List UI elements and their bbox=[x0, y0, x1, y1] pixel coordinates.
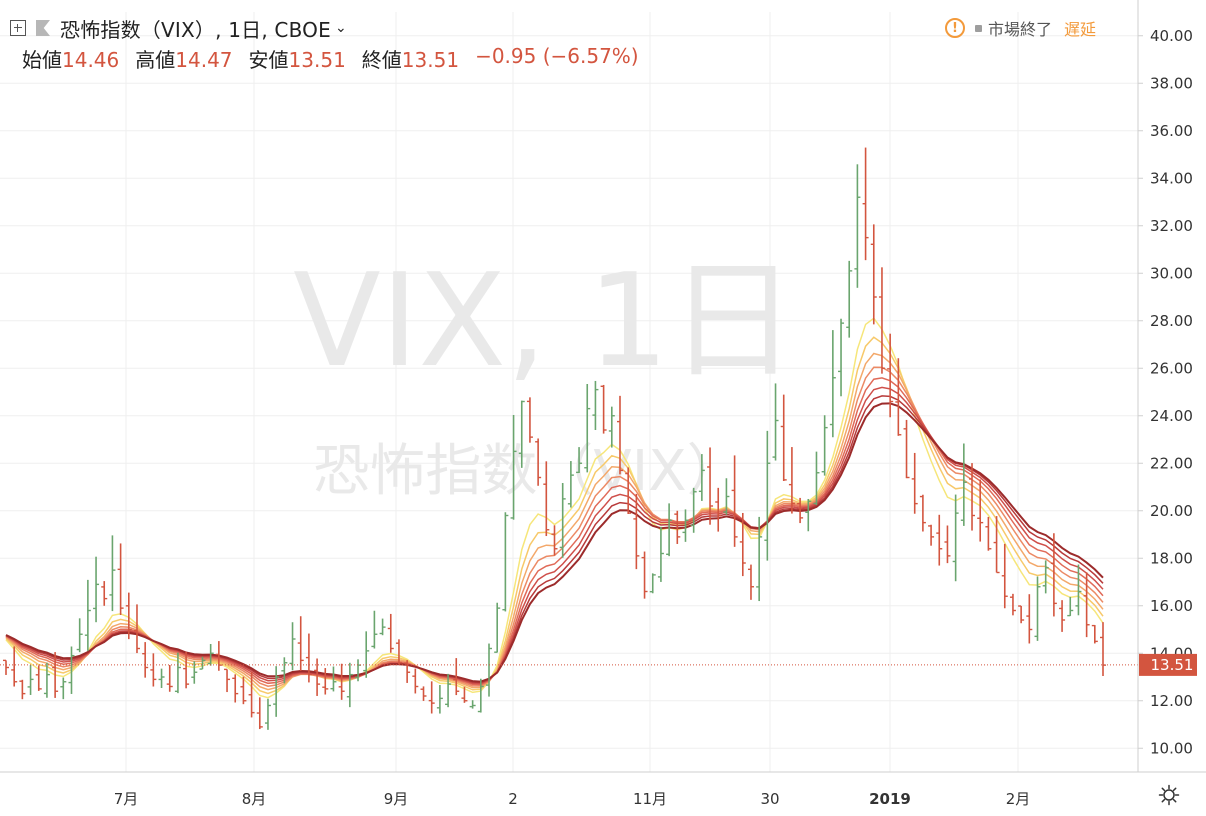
y-tick-label: 22.00 bbox=[1150, 454, 1193, 472]
x-tick-label: 8月 bbox=[242, 790, 267, 808]
y-tick-label: 30.00 bbox=[1150, 264, 1193, 282]
y-tick-label: 38.00 bbox=[1150, 74, 1193, 92]
y-tick-label: 32.00 bbox=[1150, 217, 1193, 235]
watermark-symbol: VIX, 1日 bbox=[293, 247, 797, 396]
x-tick-label: 2 bbox=[508, 790, 518, 808]
x-axis: 7月 8月 9月 2 11月 30 2019 2月 bbox=[114, 790, 1031, 808]
ohlc-open: 始値14.46 bbox=[22, 44, 119, 73]
ma-line-8 bbox=[5, 402, 1104, 683]
close-label: 終値 bbox=[361, 48, 402, 72]
ma-line-1 bbox=[5, 317, 1104, 699]
header-title-row: 恐怖指数（VIX）, 1日, CBOE ⌄ bbox=[6, 14, 347, 42]
price-tag: 13.51 bbox=[1139, 653, 1197, 676]
market-status: ! 市場終了 遅延 bbox=[945, 14, 1096, 42]
close-value: 13.51 bbox=[401, 48, 460, 72]
ohlc-legend: 始値14.46 高値14.47 安値13.51 終値13.51 −0.95 (−… bbox=[22, 44, 639, 73]
low-label: 安値 bbox=[248, 48, 289, 72]
settings-gear-icon[interactable] bbox=[1158, 784, 1180, 806]
ohlc-high: 高値14.47 bbox=[135, 44, 232, 73]
chevron-down-icon[interactable]: ⌄ bbox=[334, 20, 347, 36]
y-tick-label: 20.00 bbox=[1150, 502, 1193, 520]
y-tick-label: 34.00 bbox=[1150, 169, 1193, 187]
symbol-title[interactable]: 恐怖指数（VIX）, 1日, CBOE bbox=[60, 17, 331, 42]
market-closed-label: 市場終了 bbox=[988, 20, 1053, 39]
ma-line-6 bbox=[5, 386, 1104, 685]
open-value: 14.46 bbox=[62, 48, 120, 72]
y-tick-label: 12.00 bbox=[1150, 692, 1193, 710]
price-tag-label: 13.51 bbox=[1151, 656, 1194, 674]
grid bbox=[0, 12, 1138, 772]
y-tick-label: 28.00 bbox=[1150, 312, 1193, 330]
watermark-name: 恐怖指数（VIX） bbox=[313, 439, 742, 504]
ohlc-low: 安値13.51 bbox=[249, 44, 346, 73]
ohlc-close: 終値13.51 bbox=[362, 44, 459, 73]
warning-icon[interactable]: ! bbox=[945, 18, 965, 38]
x-tick-label: 11月 bbox=[633, 790, 667, 808]
delayed-label[interactable]: 遅延 bbox=[1064, 20, 1097, 39]
x-tick-label: 30 bbox=[760, 790, 779, 808]
x-tick-label: 2019 bbox=[869, 790, 911, 808]
open-label: 始値 bbox=[22, 48, 62, 72]
y-tick-label: 24.00 bbox=[1150, 407, 1193, 425]
y-tick-label: 16.00 bbox=[1150, 597, 1193, 615]
high-label: 高値 bbox=[135, 48, 176, 72]
y-tick-label: 26.00 bbox=[1150, 359, 1193, 377]
expand-icon[interactable] bbox=[10, 20, 26, 36]
change-value: −0.95 (−6.57%) bbox=[475, 44, 639, 68]
x-tick-label: 9月 bbox=[384, 790, 409, 808]
y-tick-label: 10.00 bbox=[1150, 739, 1193, 757]
flag-icon[interactable] bbox=[36, 20, 50, 36]
chart-header: 恐怖指数（VIX）, 1日, CBOE ⌄ 始値14.46 高値14.47 安値… bbox=[0, 0, 940, 80]
y-tick-label: 36.00 bbox=[1150, 122, 1193, 140]
y-tick-label: 40.00 bbox=[1150, 27, 1193, 45]
y-axis: 10.0012.0014.0016.0018.0020.0022.0024.00… bbox=[1138, 27, 1193, 757]
price-tag-box bbox=[1139, 653, 1197, 676]
ma-line-3 bbox=[5, 352, 1104, 691]
x-tick-label: 2月 bbox=[1006, 790, 1031, 808]
ma-line-5 bbox=[5, 377, 1104, 686]
watermark: VIX, 1日 恐怖指数（VIX） bbox=[293, 247, 797, 504]
x-tick-label: 7月 bbox=[114, 790, 139, 808]
status-dot-icon bbox=[975, 24, 982, 32]
low-value: 13.51 bbox=[288, 48, 346, 72]
y-tick-label: 18.00 bbox=[1150, 549, 1193, 567]
ohlc-bars bbox=[3, 147, 1106, 730]
high-value: 14.47 bbox=[175, 48, 233, 72]
